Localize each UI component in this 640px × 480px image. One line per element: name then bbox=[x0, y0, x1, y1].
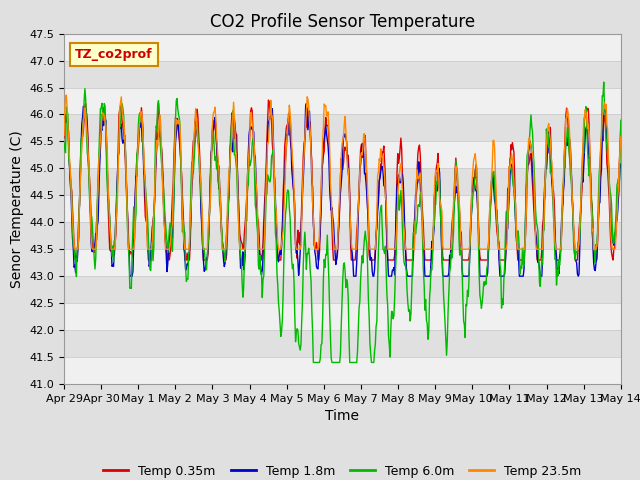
Y-axis label: Senor Temperature (C): Senor Temperature (C) bbox=[10, 130, 24, 288]
Text: TZ_co2prof: TZ_co2prof bbox=[75, 48, 153, 61]
Legend: Temp 0.35m, Temp 1.8m, Temp 6.0m, Temp 23.5m: Temp 0.35m, Temp 1.8m, Temp 6.0m, Temp 2… bbox=[98, 460, 587, 480]
Bar bbox=[64, 249, 621, 276]
Bar bbox=[64, 303, 621, 330]
Bar bbox=[64, 357, 621, 384]
Title: CO2 Profile Sensor Temperature: CO2 Profile Sensor Temperature bbox=[210, 12, 475, 31]
Bar bbox=[64, 195, 621, 222]
X-axis label: Time: Time bbox=[325, 409, 360, 423]
Bar bbox=[64, 142, 621, 168]
Bar bbox=[64, 87, 621, 114]
Bar bbox=[64, 34, 621, 60]
